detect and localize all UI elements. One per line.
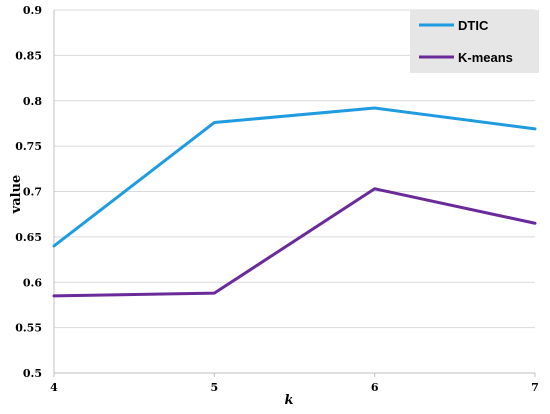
series-line-k-means <box>52 187 537 298</box>
y-tick-label: 0.85 <box>15 49 42 62</box>
x-axis-title: k <box>284 393 293 408</box>
y-tick-label: 0.75 <box>15 140 42 153</box>
legend-items: DTIC K-means <box>419 18 513 65</box>
x-tick-label: 5 <box>211 381 219 394</box>
x-tick-label: 6 <box>371 381 379 394</box>
y-tick-label: 0.9 <box>23 4 42 17</box>
y-tick-label: 0.7 <box>23 186 42 199</box>
grid-layer <box>54 9 535 329</box>
y-tick-label: 0.8 <box>23 95 42 108</box>
y-tick-label: 0.65 <box>15 231 42 244</box>
legend-label: DTIC <box>458 18 489 33</box>
y-tick-label: 0.6 <box>23 276 42 289</box>
y-axis-title: value <box>9 175 24 215</box>
x-tick-labels: 4 5 6 7 <box>50 381 539 394</box>
legend-label: K-means <box>458 50 513 65</box>
series-layer <box>52 106 537 298</box>
axis-layer <box>53 10 536 377</box>
y-tick-labels: 0.5 0.55 0.6 0.65 0.7 0.75 0.8 0.85 0.9 <box>15 4 42 380</box>
x-tick-label: 4 <box>50 381 58 394</box>
legend-box <box>410 10 539 73</box>
y-tick-label: 0.55 <box>15 322 42 335</box>
y-tick-label: 0.5 <box>23 367 42 380</box>
x-tick-label: 7 <box>531 381 539 394</box>
legend: DTIC K-means <box>410 10 539 73</box>
series-line-dtic <box>52 106 537 248</box>
